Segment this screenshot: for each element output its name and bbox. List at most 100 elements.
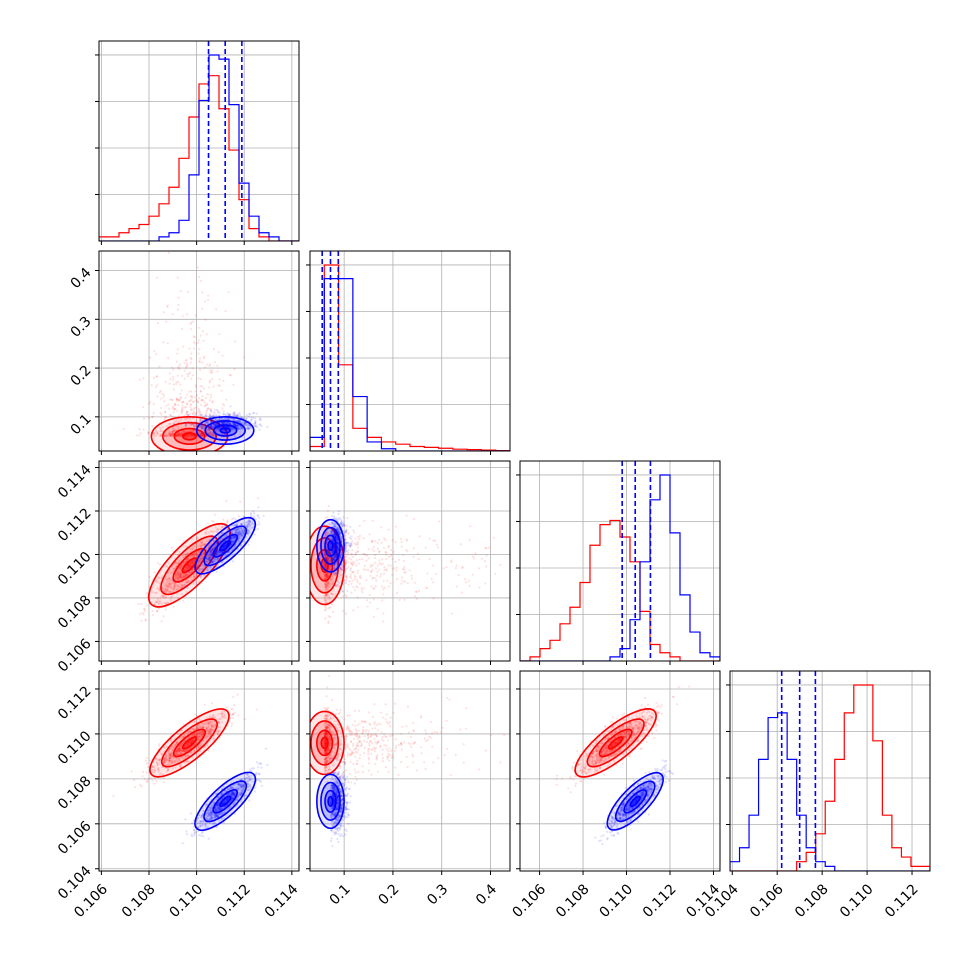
- scatter-point: [163, 434, 166, 438]
- scatter-point: [194, 384, 197, 387]
- scatter-point: [237, 425, 240, 428]
- scatter-point: [182, 345, 185, 348]
- scatter-point: [253, 425, 256, 428]
- scatter-point: [224, 425, 228, 428]
- scatter-point: [208, 381, 211, 384]
- scatter-point: [225, 425, 229, 428]
- scatter-point: [236, 415, 239, 418]
- scatter-point: [192, 400, 195, 404]
- scatter-point: [203, 551, 206, 554]
- scatter-point: [164, 380, 167, 383]
- scatter-point: [225, 421, 228, 424]
- scatter-point: [152, 591, 155, 594]
- scatter-point: [168, 584, 172, 587]
- scatter-point: [175, 433, 179, 437]
- scatter-point: [222, 413, 225, 416]
- scatter-point: [170, 571, 174, 574]
- scatter-point: [232, 411, 236, 414]
- scatter-point: [374, 539, 377, 543]
- scatter-point: [170, 587, 173, 590]
- scatter-point: [170, 366, 174, 369]
- scatter-point: [184, 430, 187, 433]
- scatter-point: [382, 593, 385, 596]
- scatter-point: [173, 421, 176, 425]
- scatter-point: [212, 413, 215, 416]
- scatter-point: [194, 385, 198, 388]
- scatter-point: [432, 581, 435, 584]
- scatter-point: [178, 575, 181, 578]
- scatter-point: [204, 414, 208, 417]
- scatter-point: [222, 410, 225, 413]
- scatter-point: [162, 396, 165, 399]
- scatter-point: [192, 575, 196, 578]
- scatter-point: [192, 335, 195, 338]
- scatter-point: [184, 424, 187, 428]
- scatter-point: [159, 411, 162, 415]
- scatter-point: [214, 418, 217, 422]
- scatter-point: [179, 572, 182, 575]
- scatter-point: [170, 435, 173, 438]
- scatter-point: [218, 378, 221, 381]
- scatter-point: [209, 432, 212, 435]
- scatter-point: [188, 372, 191, 375]
- scatter-point: [245, 417, 248, 420]
- grid-lines: [99, 251, 299, 451]
- scatter-point: [183, 421, 186, 424]
- scatter-point: [178, 574, 182, 577]
- scatter-point: [158, 365, 161, 368]
- scatter-point: [237, 426, 241, 429]
- scatter-point: [255, 412, 258, 415]
- scatter-point: [156, 577, 159, 580]
- scatter-point: [184, 417, 187, 420]
- scatter-point: [214, 428, 218, 431]
- scatter-point: [233, 418, 236, 421]
- scatter-point: [167, 403, 170, 406]
- scatter-point: [346, 589, 349, 593]
- scatter-point: [243, 422, 247, 425]
- scatter-point: [226, 412, 229, 415]
- scatter-point: [248, 427, 251, 430]
- scatter-point: [156, 384, 159, 387]
- scatter-point: [166, 584, 169, 587]
- scatter-point: [181, 314, 184, 318]
- scatter-point: [217, 418, 220, 422]
- scatter-point: [229, 423, 232, 426]
- scatter-point: [356, 572, 359, 575]
- scatter-point: [233, 424, 236, 427]
- scatter-point: [244, 422, 248, 426]
- scatter-point: [249, 426, 252, 430]
- scatter-point: [170, 546, 173, 549]
- scatter-point: [202, 387, 206, 390]
- scatter-point: [221, 402, 225, 406]
- scatter-point: [193, 347, 196, 350]
- scatter-point: [389, 564, 393, 567]
- scatter-point: [175, 433, 178, 436]
- scatter-point: [200, 426, 203, 430]
- scatter-point: [142, 428, 145, 431]
- scatter-point: [376, 547, 379, 550]
- scatter-point: [239, 430, 242, 434]
- panel-content: [310, 251, 510, 451]
- scatter-point: [234, 518, 237, 521]
- scatter-point: [159, 434, 162, 437]
- scatter-point: [166, 601, 169, 604]
- scatter-point: [180, 396, 183, 399]
- scatter-point: [201, 419, 204, 422]
- scatter-point: [191, 412, 194, 415]
- scatter-point: [193, 406, 196, 410]
- scatter-point: [193, 431, 196, 434]
- scatter-point: [374, 585, 377, 588]
- scatter-point: [459, 543, 462, 546]
- scatter-point: [211, 378, 214, 381]
- scatter-point: [210, 425, 213, 429]
- scatter-point: [156, 432, 160, 435]
- scatter-point: [168, 407, 171, 410]
- scatter-point: [234, 423, 237, 426]
- scatter-point: [196, 401, 200, 404]
- scatter-point: [176, 409, 179, 412]
- scatter-point: [199, 433, 203, 436]
- scatter-point: [169, 434, 173, 437]
- scatter-point: [172, 378, 175, 381]
- scatter-point: [203, 355, 206, 358]
- scatter-point: [246, 423, 249, 426]
